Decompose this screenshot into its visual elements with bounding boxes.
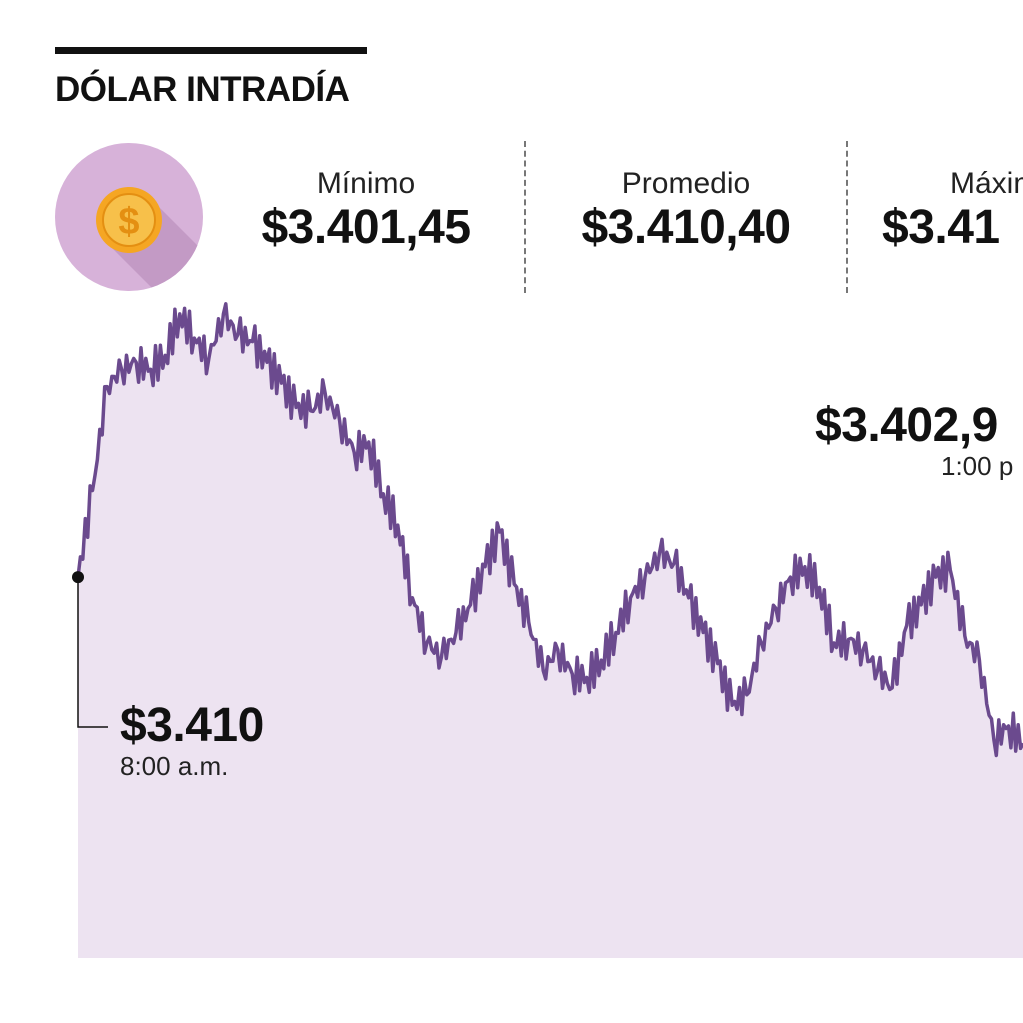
open-time: 8:00 a.m. [120, 751, 229, 781]
stat-min-value: $3.401,45 [261, 201, 471, 254]
stat-divider [524, 141, 526, 293]
stat-max-value: $3.41 [882, 201, 1000, 254]
stat-min: Mínimo $3.401,45 [240, 166, 492, 254]
stat-max-label: Máximo [950, 167, 1023, 200]
open-point [72, 571, 84, 584]
chart-title: DÓLAR INTRADÍA [55, 70, 350, 109]
stat-average-value: $3.410,40 [581, 201, 791, 254]
stat-average-label: Promedio [621, 167, 751, 200]
open-leader-line [77, 577, 108, 728]
stat-divider [846, 141, 848, 293]
mid-annotation: $3.402,9 1:00 p [815, 400, 1023, 480]
mid-value: $3.402,9 [815, 400, 998, 452]
stat-max: Máximo $3.41 [882, 166, 1023, 254]
mid-time: 1:00 p [941, 451, 1014, 480]
top-rule [55, 47, 367, 54]
open-value: $3.410 [120, 699, 264, 752]
series-line [76, 302, 1023, 758]
dollar-coin-icon: $ [55, 143, 203, 291]
open-annotation: $3.410 8:00 a.m. [120, 699, 264, 781]
series-area [78, 303, 1023, 958]
stat-average: Promedio $3.410,40 [560, 166, 812, 254]
stat-min-label: Mínimo [316, 167, 416, 200]
svg-text:$: $ [118, 201, 139, 243]
